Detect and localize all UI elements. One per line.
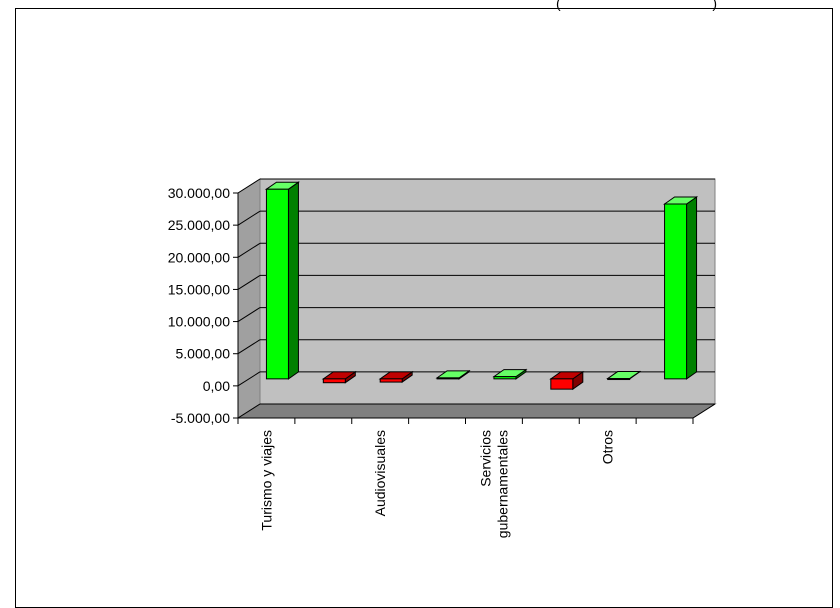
gridline-side — [237, 307, 261, 322]
x-category-label-line: Turismo y viajes — [258, 430, 274, 531]
gridline-side — [237, 403, 261, 419]
x-category-label-line: Otros — [600, 430, 616, 464]
x-category-label: Servicios gubernamentales — [477, 430, 510, 538]
y-tick-label: 0,00 — [203, 378, 230, 394]
bar — [607, 378, 631, 381]
gridline-side — [237, 339, 261, 355]
bar — [493, 376, 517, 380]
y-tick-label: 5.000,00 — [176, 346, 231, 362]
x-category-label: Audiovisuales — [372, 430, 388, 516]
x-category-label-line: gubernamentales — [494, 430, 510, 538]
bar — [322, 378, 346, 384]
y-tick-label: 30.000,00 — [168, 185, 230, 201]
bar — [265, 188, 289, 380]
bar — [436, 377, 460, 380]
x-category-label: Otros — [600, 430, 616, 464]
bar — [664, 203, 688, 380]
gridline-side — [237, 242, 261, 258]
y-tick-label: 10.000,00 — [168, 314, 230, 330]
bar-chart: -5.000,00 0,00 5.000,00 10.000,00 15.000,00 2… — [168, 178, 717, 538]
bar-side — [287, 181, 299, 380]
chart-side-wall — [237, 178, 261, 419]
chart-floor — [236, 403, 717, 419]
chart-back-wall — [259, 178, 716, 405]
y-tick-label: -5.000,00 — [171, 410, 230, 426]
gridline-side — [237, 371, 261, 387]
x-category-label-line: Audiovisuales — [372, 430, 388, 516]
gridline-side — [237, 275, 261, 290]
y-tick-label: 25.000,00 — [168, 217, 230, 233]
y-tick-label: 15.000,00 — [168, 281, 230, 297]
bar — [379, 378, 403, 383]
bar-side — [686, 196, 698, 380]
bar — [550, 378, 574, 390]
gridline-side — [237, 210, 261, 226]
x-axis-depth-edge — [692, 403, 716, 419]
x-category-label: Turismo y viajes — [258, 430, 274, 531]
gridline-side — [237, 178, 261, 194]
y-tick-label: 20.000,00 — [168, 249, 230, 265]
chart-title-fragment: ( ) — [556, 0, 718, 11]
x-category-label-line: Servicios — [477, 430, 493, 487]
